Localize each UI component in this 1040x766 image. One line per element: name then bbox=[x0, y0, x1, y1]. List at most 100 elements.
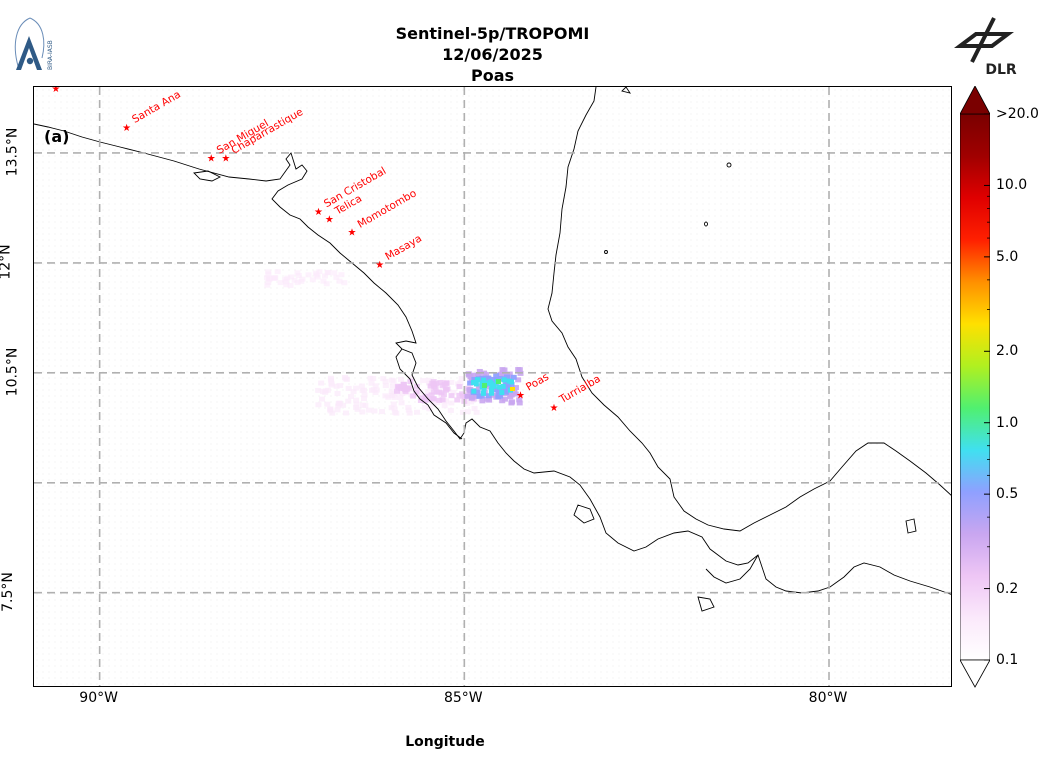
plume-cell bbox=[510, 374, 517, 380]
plume-cell bbox=[328, 377, 335, 383]
plume-cell bbox=[294, 280, 301, 286]
plume-cell bbox=[402, 388, 409, 394]
plume-cell bbox=[441, 403, 448, 409]
plume-cell bbox=[473, 409, 480, 415]
volcano-marker-icon: ★ bbox=[375, 260, 384, 271]
plume-cell bbox=[421, 404, 428, 410]
bira-logo-text: BIRA-IASB bbox=[47, 40, 54, 70]
lat-tick-label: 12°N bbox=[0, 244, 14, 280]
plume-cell bbox=[450, 389, 457, 395]
coastline bbox=[34, 87, 951, 612]
lat-tick-label: 10.5°N bbox=[4, 347, 21, 397]
colorbar-tick-label: 2.0 bbox=[996, 343, 1019, 360]
plume-cell bbox=[430, 379, 437, 385]
plume-cell bbox=[327, 406, 334, 412]
plume-cell bbox=[512, 385, 519, 391]
plume-cell bbox=[284, 275, 291, 281]
colorbar-tick-label: 0.5 bbox=[996, 486, 1019, 503]
plume-cell bbox=[341, 375, 348, 381]
plume-cell bbox=[458, 376, 465, 382]
plume-cell bbox=[264, 282, 271, 288]
plume-cell bbox=[370, 375, 377, 381]
plume-cell bbox=[431, 384, 438, 390]
plume-cell bbox=[426, 380, 433, 386]
colorbar bbox=[960, 86, 990, 688]
map-canvas: ★Pacaya★Santa Ana★San Miguel★Chaparrasti… bbox=[34, 87, 951, 686]
plume-cell bbox=[316, 269, 323, 275]
island-7 bbox=[905, 518, 917, 534]
plume-cell bbox=[456, 392, 463, 398]
plume-cell bbox=[336, 278, 343, 284]
plume-cell bbox=[426, 406, 433, 412]
volcano-marker-icon: ★ bbox=[51, 87, 60, 95]
plume-cell bbox=[405, 407, 412, 413]
volcano-marker-icon: ★ bbox=[314, 207, 323, 218]
plume-cell bbox=[314, 274, 321, 280]
plume-cell bbox=[406, 410, 413, 416]
plume-cell bbox=[397, 395, 404, 401]
plume-cell bbox=[393, 410, 400, 416]
plume-cell bbox=[382, 393, 389, 399]
plume-cell bbox=[509, 399, 516, 405]
plume-cell bbox=[481, 377, 487, 383]
island-3 bbox=[704, 221, 708, 227]
volcano-marker-icon: ★ bbox=[207, 154, 216, 165]
plume-cell bbox=[427, 383, 434, 389]
plume-cell bbox=[456, 384, 463, 390]
plume-cell bbox=[378, 409, 385, 415]
plume-cell bbox=[420, 378, 427, 384]
plume-cell bbox=[464, 409, 471, 415]
plume-cell bbox=[512, 391, 519, 397]
plume-cell bbox=[495, 388, 502, 394]
plume-cell bbox=[486, 397, 493, 403]
plume-cell bbox=[487, 379, 493, 385]
plume-cell bbox=[382, 383, 389, 389]
lon-tick-label: 80°W bbox=[808, 690, 848, 706]
island-5 bbox=[573, 504, 595, 524]
plume-cell bbox=[274, 269, 281, 275]
plume-cell bbox=[353, 397, 360, 403]
plume-cell bbox=[471, 388, 477, 394]
island-2 bbox=[726, 162, 732, 168]
plume-cell bbox=[467, 388, 474, 394]
plume-cell bbox=[359, 409, 366, 415]
plume-cell bbox=[430, 389, 437, 395]
dlr-logo: DLR bbox=[946, 14, 1026, 80]
plume-cell bbox=[266, 276, 273, 282]
plume-cell bbox=[459, 409, 466, 415]
plume-cell bbox=[448, 393, 455, 399]
title-line-2: 12/06/2025 bbox=[442, 45, 543, 64]
plume-cell bbox=[265, 280, 272, 286]
plume-cell bbox=[283, 282, 290, 288]
colorbar-ticks bbox=[984, 113, 990, 661]
plume-cell bbox=[350, 389, 357, 395]
plume-cell bbox=[287, 282, 294, 288]
plume-cell bbox=[319, 389, 326, 395]
plume-cell bbox=[388, 377, 395, 383]
volcano-marker-icon: ★ bbox=[550, 403, 559, 414]
plume-cell bbox=[479, 398, 486, 404]
colorbar-tick-label: 5.0 bbox=[996, 248, 1019, 265]
plume-cell bbox=[437, 380, 444, 386]
plume-cell bbox=[323, 281, 330, 287]
colorbar-gradient bbox=[960, 113, 990, 661]
plume-cell bbox=[516, 397, 523, 403]
plume-cell bbox=[510, 387, 515, 391]
plume-cell bbox=[345, 385, 352, 391]
plume-cell bbox=[331, 270, 338, 276]
plume-cell bbox=[501, 377, 507, 383]
plume-cell bbox=[391, 394, 398, 400]
azuero-peninsula bbox=[705, 554, 759, 584]
caribbean-coastline bbox=[547, 87, 951, 532]
volcano-marker-icon: ★ bbox=[325, 214, 334, 225]
plume-cell bbox=[372, 390, 379, 396]
dlr-logo-text: DLR bbox=[985, 62, 1017, 78]
plume-cell bbox=[493, 373, 500, 379]
plume-cell bbox=[277, 280, 284, 286]
colorbar-tick-label: 10.0 bbox=[996, 177, 1028, 194]
plume-cell bbox=[334, 390, 341, 396]
plume-cell bbox=[361, 392, 368, 398]
plume-cell bbox=[489, 390, 495, 396]
plume-cell bbox=[506, 371, 513, 377]
plume-cell bbox=[471, 405, 478, 411]
